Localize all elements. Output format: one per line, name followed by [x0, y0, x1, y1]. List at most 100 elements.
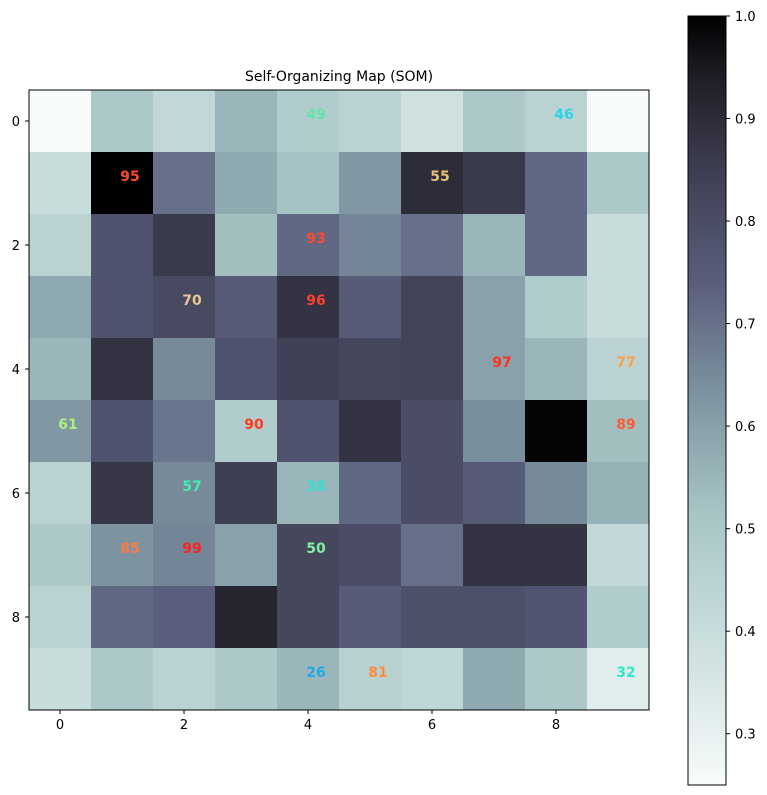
heatmap-cell-0-8: [525, 90, 588, 153]
heatmap-cell-3-3: [215, 276, 278, 339]
heatmap-cell-7-2: [153, 524, 216, 587]
colorbar-tick-label: 0.8: [735, 215, 756, 230]
colorbar-tick-label: 1.0: [735, 10, 756, 25]
cell-annotation-7-2: 99: [182, 541, 201, 557]
heatmap-cell-2-8: [525, 214, 588, 277]
heatmap-cell-5-2: [153, 400, 216, 463]
heatmap-cell-3-5: [339, 276, 402, 339]
heatmap-cell-6-3: [215, 462, 278, 525]
heatmap-cell-4-3: [215, 338, 278, 401]
cell-annotation-6-4: 38: [306, 479, 325, 495]
heatmap-cell-1-6: [401, 152, 464, 215]
cell-annotation-2-4: 93: [306, 231, 325, 247]
cell-annotation-4-7: 97: [492, 355, 511, 371]
heatmap-cell-9-4: [277, 648, 340, 711]
heatmap-cell-2-2: [153, 214, 216, 277]
colorbar-tick-label: 0.4: [735, 625, 756, 640]
heatmap-cell-5-4: [277, 400, 340, 463]
heatmap-cell-6-7: [463, 462, 526, 525]
heatmap-cell-3-4: [277, 276, 340, 339]
heatmap-cell-0-9: [587, 90, 650, 153]
heatmap-cell-4-8: [525, 338, 588, 401]
plot-frame: [28, 89, 650, 711]
heatmap-cell-4-2: [153, 338, 216, 401]
x-tick-label: 0: [56, 718, 64, 733]
heatmap-cells: [29, 90, 650, 711]
heatmap-cell-2-6: [401, 214, 464, 277]
cell-annotation-3-2: 70: [182, 293, 202, 309]
heatmap-cell-1-1: [91, 152, 154, 215]
heatmap-cell-0-0: [29, 90, 92, 153]
heatmap-cell-9-2: [153, 648, 216, 711]
colorbar-tick-label: 0.6: [735, 420, 756, 435]
heatmap-cell-9-5: [339, 648, 402, 711]
heatmap-cell-0-3: [215, 90, 278, 153]
cell-annotation-3-4: 96: [306, 293, 325, 309]
heatmap-cell-6-2: [153, 462, 216, 525]
heatmap-cell-2-0: [29, 214, 92, 277]
heatmap-cell-9-6: [401, 648, 464, 711]
heatmap-cell-6-4: [277, 462, 340, 525]
heatmap-cell-5-7: [463, 400, 526, 463]
heatmap-cell-4-6: [401, 338, 464, 401]
heatmap-cell-1-9: [587, 152, 650, 215]
heatmap-cell-8-1: [91, 586, 154, 649]
heatmap-cell-1-4: [277, 152, 340, 215]
heatmap-cell-9-7: [463, 648, 526, 711]
y-tick-label: 0: [12, 115, 20, 130]
heatmap-cell-7-5: [339, 524, 402, 587]
cell-annotation-9-4: 26: [306, 665, 325, 681]
heatmap-cell-1-3: [215, 152, 278, 215]
x-tick-label: 2: [180, 718, 188, 733]
heatmap-cell-1-8: [525, 152, 588, 215]
cell-annotation-5-0: 61: [58, 417, 77, 433]
heatmap-cell-8-9: [587, 586, 650, 649]
heatmap-cell-4-0: [29, 338, 92, 401]
cell-annotation-0-8: 46: [554, 107, 573, 123]
heatmap-cell-0-7: [463, 90, 526, 153]
heatmap-cell-7-1: [91, 524, 154, 587]
heatmap-cell-9-0: [29, 648, 92, 711]
heatmap-cell-0-2: [153, 90, 216, 153]
heatmap-cell-0-5: [339, 90, 402, 153]
cell-annotation-9-5: 81: [368, 665, 387, 681]
y-tick-label: 8: [12, 611, 20, 626]
x-tick-label: 4: [304, 718, 312, 733]
heatmap-cell-1-5: [339, 152, 402, 215]
colorbar-tick-label: 0.7: [735, 318, 756, 333]
heatmap-cell-8-8: [525, 586, 588, 649]
heatmap-cell-4-4: [277, 338, 340, 401]
heatmap-cell-5-5: [339, 400, 402, 463]
x-axis-ticks: 0 2 4 6 8: [56, 710, 560, 733]
heatmap-cell-8-3: [215, 586, 278, 649]
y-axis-ticks: 0 2 4 6 8: [12, 115, 29, 626]
cell-annotation-6-2: 57: [182, 479, 201, 495]
heatmap-cell-8-6: [401, 586, 464, 649]
heatmap-cell-3-9: [587, 276, 650, 339]
heatmap-cell-5-3: [215, 400, 278, 463]
heatmap-cell-9-8: [525, 648, 588, 711]
cell-annotation-7-4: 50: [306, 541, 326, 557]
colorbar-tick-label: 0.9: [735, 113, 756, 128]
heatmap-cell-6-5: [339, 462, 402, 525]
heatmap-cell-8-5: [339, 586, 402, 649]
cell-annotation-7-1: 85: [120, 541, 139, 557]
heatmap-cell-2-9: [587, 214, 650, 277]
heatmap-cell-6-8: [525, 462, 588, 525]
y-tick-label: 4: [12, 363, 20, 378]
cell-annotation-4-9: 77: [616, 355, 635, 371]
heatmap-cell-1-0: [29, 152, 92, 215]
colorbar: [687, 15, 727, 786]
chart-title: Self-Organizing Map (SOM): [245, 69, 433, 85]
heatmap-cell-6-6: [401, 462, 464, 525]
x-tick-label: 8: [552, 718, 560, 733]
heatmap-cell-8-7: [463, 586, 526, 649]
x-tick-label: 6: [428, 718, 436, 733]
cell-annotation-9-9: 32: [616, 665, 635, 681]
cell-annotation-1-1: 95: [120, 169, 139, 185]
heatmap-cell-2-7: [463, 214, 526, 277]
heatmap-cell-3-6: [401, 276, 464, 339]
heatmap-cell-4-7: [463, 338, 526, 401]
heatmap-cell-4-9: [587, 338, 650, 401]
cell-annotation-5-9: 89: [616, 417, 635, 433]
